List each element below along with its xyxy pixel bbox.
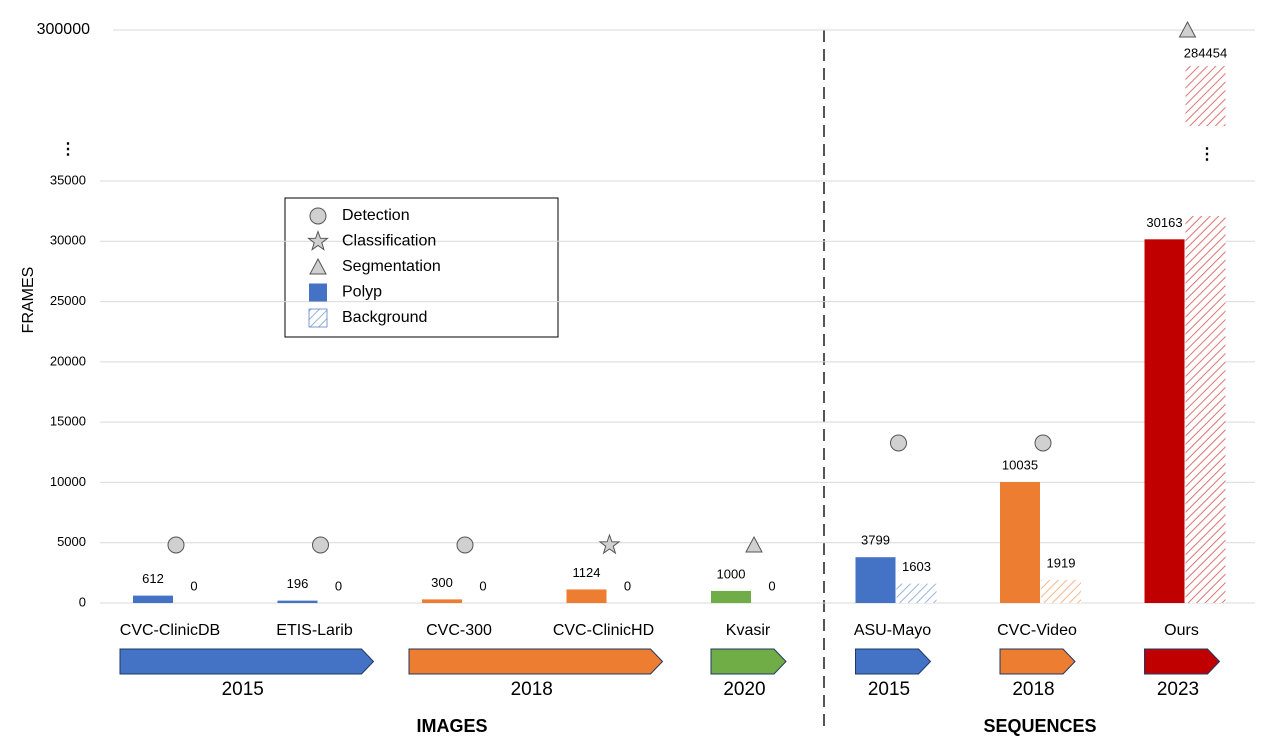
x-tick-label: Ours (1164, 622, 1199, 639)
legend-label: Polyp (342, 284, 382, 301)
x-tick-label: CVC-ClinicDB (120, 622, 220, 639)
x-tick-label: Kvasir (726, 622, 771, 639)
bar (566, 589, 607, 603)
bar (1000, 482, 1040, 603)
year-label: 2023 (1157, 679, 1199, 700)
task-marker (598, 533, 621, 555)
task-marker (1178, 20, 1197, 38)
task-marker (167, 536, 185, 554)
value-label: 10035 (1002, 457, 1038, 472)
y-tick-label: 35000 (50, 172, 86, 187)
value-label: 0 (479, 578, 486, 593)
axis-break: ⋮ (60, 141, 76, 158)
value-label: 300 (431, 575, 453, 590)
year-arrow (408, 648, 664, 675)
task-marker (1034, 434, 1052, 452)
value-label: 0 (335, 578, 342, 593)
legend-box (284, 197, 559, 338)
year-arrow (119, 648, 375, 675)
x-tick-label: ETIS-Larib (276, 622, 353, 639)
section-label: SEQUENCES (983, 716, 1096, 736)
x-tick-label: ASU-Mayo (854, 622, 931, 639)
value-label: 612 (142, 571, 164, 586)
value-label: 0 (624, 578, 631, 593)
legend-label: Detection (342, 207, 410, 224)
bar (277, 600, 318, 603)
x-tick-label: CVC-ClinicHD (553, 622, 654, 639)
y-tick-label: 20000 (50, 353, 86, 368)
year-label: 2015 (868, 679, 910, 700)
legend-label: Segmentation (342, 258, 441, 275)
value-label: 30163 (1146, 215, 1182, 230)
bar (855, 557, 896, 603)
year-arrow (1144, 648, 1221, 675)
bar (1144, 239, 1185, 603)
bar (896, 583, 937, 603)
value-label: 1919 (1047, 555, 1076, 570)
y-tick-label: 10000 (50, 474, 86, 489)
value-label: 1124 (573, 565, 601, 580)
legend-symbol (309, 257, 327, 275)
value-label: 0 (768, 578, 775, 593)
legend-label: Classification (342, 233, 436, 250)
value-label: 0 (190, 578, 197, 593)
legend-symbol (309, 207, 327, 225)
bar (711, 590, 751, 603)
y-axis-label: FRAMES (20, 267, 37, 334)
bar (422, 599, 462, 603)
section-label: IMAGES (416, 716, 487, 736)
value-label: 3799 (861, 533, 890, 548)
y-tick-label: 25000 (50, 293, 86, 308)
value-label: 196 (287, 576, 309, 591)
x-tick-label: CVC-300 (426, 622, 492, 639)
y-tick-label: 5000 (57, 534, 86, 549)
task-marker (312, 536, 329, 554)
task-marker (456, 536, 474, 554)
value-label: 284454 (1184, 46, 1227, 61)
task-marker (745, 535, 763, 553)
value-label: 1000 (717, 566, 746, 581)
y-tick-label: 0 (79, 594, 86, 609)
y-tick-label: 300000 (37, 21, 90, 38)
axis-break: ⋮ (1199, 146, 1215, 163)
legend-symbol (309, 283, 327, 302)
year-label: 2018 (511, 679, 553, 700)
year-label: 2015 (222, 679, 264, 700)
y-tick-label: 15000 (50, 414, 86, 429)
year-label: 2018 (1012, 679, 1054, 700)
year-label: 2020 (723, 679, 765, 700)
x-tick-label: CVC-Video (997, 622, 1077, 639)
year-arrow (999, 648, 1076, 675)
y-tick-label: 30000 (50, 233, 86, 248)
bar (1041, 579, 1081, 603)
legend-symbol (307, 229, 329, 251)
bar (133, 595, 173, 603)
bar (1185, 216, 1226, 603)
legend-label: Background (342, 309, 427, 326)
year-arrow (710, 648, 787, 675)
legend-symbol (308, 308, 328, 328)
value-label: 1603 (902, 559, 931, 574)
task-marker (890, 434, 907, 452)
year-arrow (855, 648, 932, 675)
bar (1185, 66, 1226, 127)
